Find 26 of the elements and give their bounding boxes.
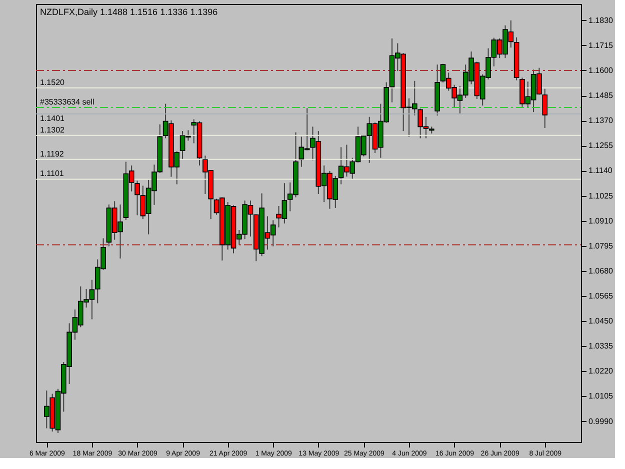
candlestick — [542, 88, 548, 128]
y-tick-label: 1.0450 — [588, 316, 614, 326]
y-tick-label: 1.1485 — [588, 91, 614, 100]
y-tick-label: 1.1715 — [588, 40, 614, 50]
y-tick-label: 0.9990 — [588, 416, 614, 426]
y-tick-label: 1.0335 — [588, 342, 614, 351]
y-tick-label: 1.0565 — [588, 292, 614, 300]
y-tick-label: 1.1140 — [588, 166, 613, 176]
candlestick — [134, 180, 140, 216]
y-tick-label: 1.1830 — [588, 16, 614, 25]
y-tick-label: 1.1255 — [588, 141, 614, 150]
ref-line-label: 1.1302 — [40, 125, 66, 134]
y-tick-label: 1.1025 — [588, 191, 614, 200]
y-tick-label: 1.1370 — [588, 116, 614, 126]
y-tick-label: 1.0220 — [588, 366, 614, 376]
y-tick-label: 1.0105 — [588, 392, 614, 401]
ref-line-label: 1.1192 — [40, 149, 64, 158]
ref-line-label: 1.1101 — [40, 169, 64, 178]
ref-line-label: #35333634 sell — [40, 98, 94, 107]
y-tick-label: 1.1600 — [588, 66, 614, 75]
ref-line-label: 1.1401 — [40, 114, 66, 123]
chart-title: NZDLFX,Daily 1.1488 1.1516 1.1336 1.1396 — [40, 7, 218, 17]
y-tick-label: 1.0910 — [588, 216, 614, 226]
y-tick-label: 1.0795 — [588, 241, 614, 250]
y-tick-label: 1.0680 — [588, 266, 614, 276]
ref-line-label: 1.1520 — [40, 78, 66, 87]
